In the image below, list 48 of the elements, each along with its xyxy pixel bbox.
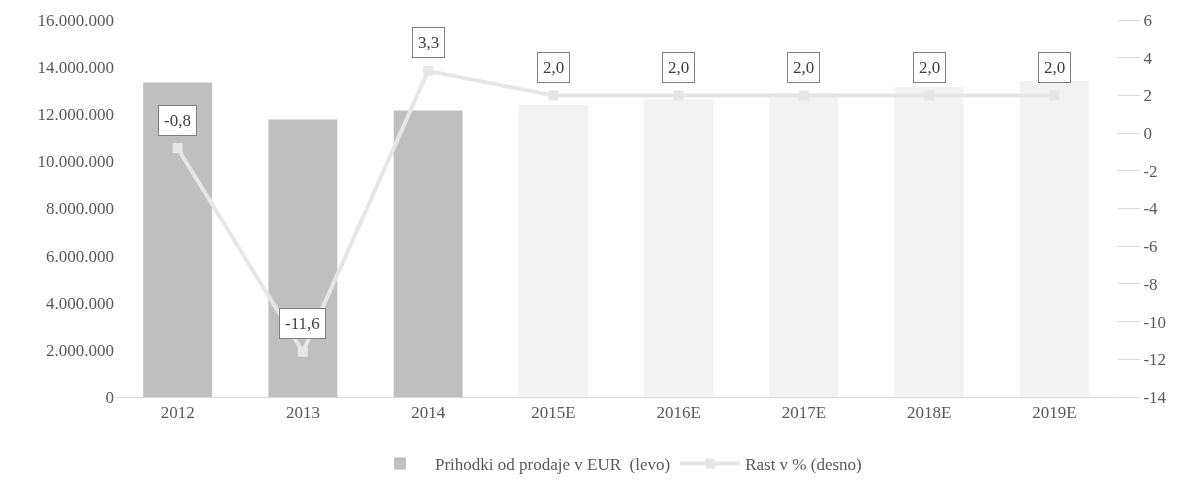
y2-tick-label: -8	[1143, 274, 1158, 294]
y-tick-label: 2.000.000	[46, 340, 114, 360]
legend-label: Prihodki od prodaje v EUR (levo)	[435, 455, 671, 475]
data-label: 2,0	[668, 58, 690, 77]
y2-tick-label: 2	[1143, 86, 1152, 106]
bar	[268, 119, 338, 397]
y2-tick-label: -2	[1143, 161, 1158, 181]
point	[297, 346, 308, 357]
point	[423, 65, 434, 76]
x-tick-label: 2015E	[531, 403, 576, 423]
x-tick-label: 2012	[160, 403, 195, 423]
x-tick-label: 2016E	[656, 403, 701, 423]
y2-tick-label: 0	[1143, 124, 1152, 144]
y-tick-label: 12.000.000	[37, 105, 114, 125]
data-label: -0,8	[164, 111, 191, 130]
data-label: 2,0	[793, 58, 815, 77]
y2-tick-label: 6	[1143, 10, 1152, 30]
x-tick-label: 2017E	[781, 403, 827, 423]
legend-label: Rast v % (desno)	[745, 455, 862, 475]
data-label: 2,0	[543, 58, 565, 77]
y2-tick-label: 4	[1143, 48, 1153, 68]
y-tick-label: 6.000.000	[46, 246, 114, 266]
point	[673, 90, 684, 101]
y2-tick-label: -4	[1143, 199, 1159, 219]
y-tick-label: 16.000.000	[37, 10, 114, 30]
y-tick-label: 4.000.000	[46, 293, 114, 313]
y2-tick-label: -6	[1143, 237, 1158, 257]
point	[798, 90, 809, 101]
data-label: -11,6	[285, 314, 320, 333]
y-tick-label: 14.000.000	[37, 58, 114, 78]
y2-tick-label: -14	[1143, 387, 1167, 407]
y-tick-label: 8.000.000	[46, 199, 114, 219]
x-tick-label: 2014	[411, 403, 446, 423]
data-label: 2,0	[919, 58, 941, 77]
point	[172, 143, 183, 154]
x-tick-label: 2018E	[906, 403, 952, 423]
bar	[143, 82, 213, 397]
point	[548, 90, 559, 101]
y-tick-label: 0	[105, 387, 114, 407]
y2-tick-label: -12	[1143, 350, 1167, 370]
x-tick-label: 2013	[285, 403, 320, 423]
data-label: 3,3	[418, 33, 440, 52]
x-tick-label: 2019E	[1032, 403, 1077, 423]
bar	[393, 110, 463, 397]
y-tick-label: 10.000.000	[37, 152, 114, 172]
bar	[518, 104, 588, 397]
data-label: 2,0	[1044, 58, 1066, 77]
y2-tick-label: -10	[1143, 312, 1167, 332]
